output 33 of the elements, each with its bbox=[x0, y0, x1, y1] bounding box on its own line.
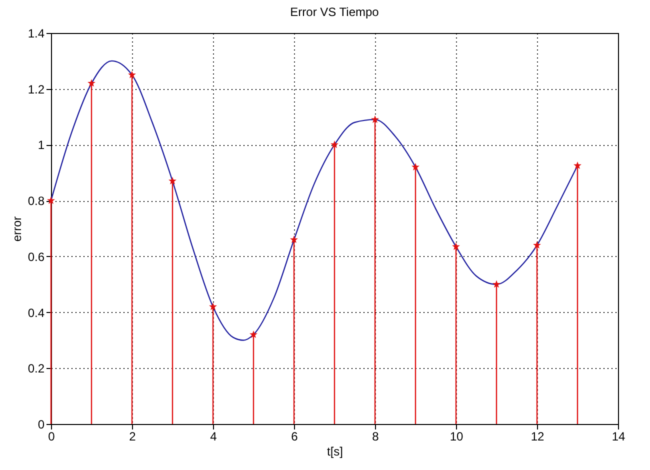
x-tick-label: 8 bbox=[372, 430, 380, 444]
point bbox=[533, 241, 541, 249]
point bbox=[412, 162, 420, 170]
point bbox=[574, 161, 582, 170]
point bbox=[290, 235, 298, 244]
point bbox=[88, 79, 96, 87]
y-tick-label: 1 bbox=[38, 138, 45, 152]
x-tick-label: 0 bbox=[48, 430, 56, 444]
x-tick-label: 4 bbox=[210, 430, 218, 444]
point bbox=[250, 330, 258, 338]
point bbox=[492, 280, 500, 288]
point bbox=[209, 302, 217, 310]
point bbox=[371, 115, 379, 123]
y-tick-label: 0.4 bbox=[28, 306, 45, 320]
point bbox=[128, 70, 136, 78]
point bbox=[452, 242, 460, 250]
x-tick-label: 2 bbox=[129, 430, 136, 444]
point bbox=[330, 140, 338, 148]
x-tick-label: 10 bbox=[450, 430, 464, 444]
x-tick-label: 12 bbox=[530, 430, 544, 444]
y-tick-label: 1.4 bbox=[28, 26, 45, 40]
x-tick-label: 14 bbox=[612, 430, 626, 444]
point bbox=[47, 196, 55, 204]
y-tick-label: 0.8 bbox=[28, 194, 45, 208]
y-tick-label: 0.6 bbox=[28, 250, 45, 264]
x-tick-label: 6 bbox=[291, 430, 298, 444]
y-tick-label: 0.2 bbox=[28, 362, 45, 376]
y-axis-title: error bbox=[10, 216, 24, 242]
chart-title: Error VS Tiempo bbox=[290, 5, 380, 19]
x-axis-title: t[s] bbox=[326, 444, 344, 458]
point bbox=[168, 176, 176, 184]
y-tick-label: 0 bbox=[38, 418, 45, 432]
y-tick-label: 1.2 bbox=[28, 82, 45, 96]
